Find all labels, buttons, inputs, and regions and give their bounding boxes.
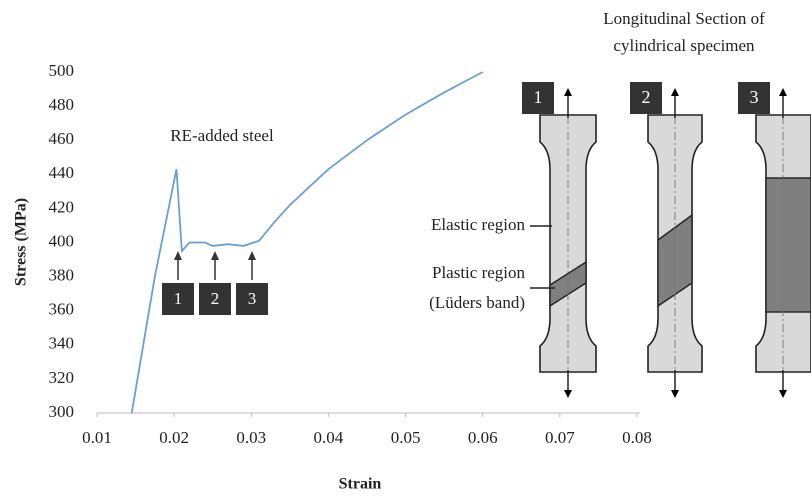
x-axis-label: Strain (339, 476, 382, 493)
line (132, 72, 483, 413)
y-tick-label: 360 (49, 300, 75, 319)
y-axis-label: Stress (MPa) (13, 198, 30, 286)
x-tick-label: 0.01 (82, 428, 112, 447)
marker-arrowhead (248, 251, 256, 260)
diagram-title: Longitudinal Section of (603, 9, 765, 28)
x-tick-label: 0.06 (468, 428, 498, 447)
y-tick-label: 460 (49, 129, 75, 148)
y-tick-label: 500 (49, 61, 75, 80)
specimen-number: 1 (534, 87, 543, 107)
y-tick-label: 420 (49, 197, 75, 216)
y-tick-label: 340 (49, 334, 75, 353)
x-tick-label: 0.04 (314, 428, 344, 447)
diagram-title: cylindrical specimen (613, 36, 755, 55)
y-tick-label: 400 (49, 231, 75, 250)
annotation: RE-added steel (170, 126, 274, 145)
region-label: (Lüders band) (429, 293, 525, 312)
marker-label: 1 (174, 289, 183, 308)
specimen-number: 3 (750, 87, 759, 107)
y-tick-label: 440 (49, 163, 75, 182)
marker-arrowhead (211, 251, 219, 260)
x-tick-label: 0.03 (236, 428, 266, 447)
region-label: Elastic region (431, 215, 525, 234)
region-label: Plastic region (432, 263, 526, 282)
luders-band (766, 178, 811, 312)
marker-label: 2 (211, 289, 220, 308)
x-tick-label: 0.07 (545, 428, 575, 447)
marker-arrowhead (174, 251, 182, 260)
y-tick-label: 300 (49, 402, 75, 421)
marker-label: 3 (248, 289, 257, 308)
x-tick-label: 0.05 (391, 428, 421, 447)
specimen-number: 2 (642, 87, 651, 107)
y-tick-label: 320 (49, 368, 75, 387)
x-tick-label: 0.08 (622, 428, 652, 447)
y-tick-label: 480 (49, 95, 75, 114)
x-tick-label: 0.02 (159, 428, 189, 447)
figure: 1 2 3 Longitudinal Section of cylindrica… (0, 0, 811, 497)
y-tick-label: 380 (49, 266, 75, 285)
specimens: 1 2 3 Longitudinal Section of cylindrica… (429, 9, 811, 398)
